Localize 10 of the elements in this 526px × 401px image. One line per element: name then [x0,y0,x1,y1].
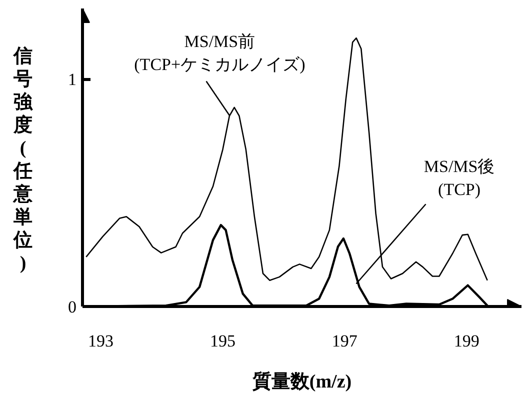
annotation: MS/MS後 (TCP) [424,157,495,199]
annotation: MS/MS前 (TCP+ケミカルノイズ) [134,32,306,74]
x-tick-label: 195 [210,332,236,350]
y-tick-label: 1 [68,70,76,90]
x-tick-label: 197 [332,332,358,350]
text: 信号強度(任意単位) [14,46,32,274]
x-tick-label: 199 [454,332,480,350]
y-tick-label: 0 [68,298,76,316]
x-axis-title: 質量数(m/z) [251,370,352,392]
x-tick-label: 193 [88,332,114,350]
